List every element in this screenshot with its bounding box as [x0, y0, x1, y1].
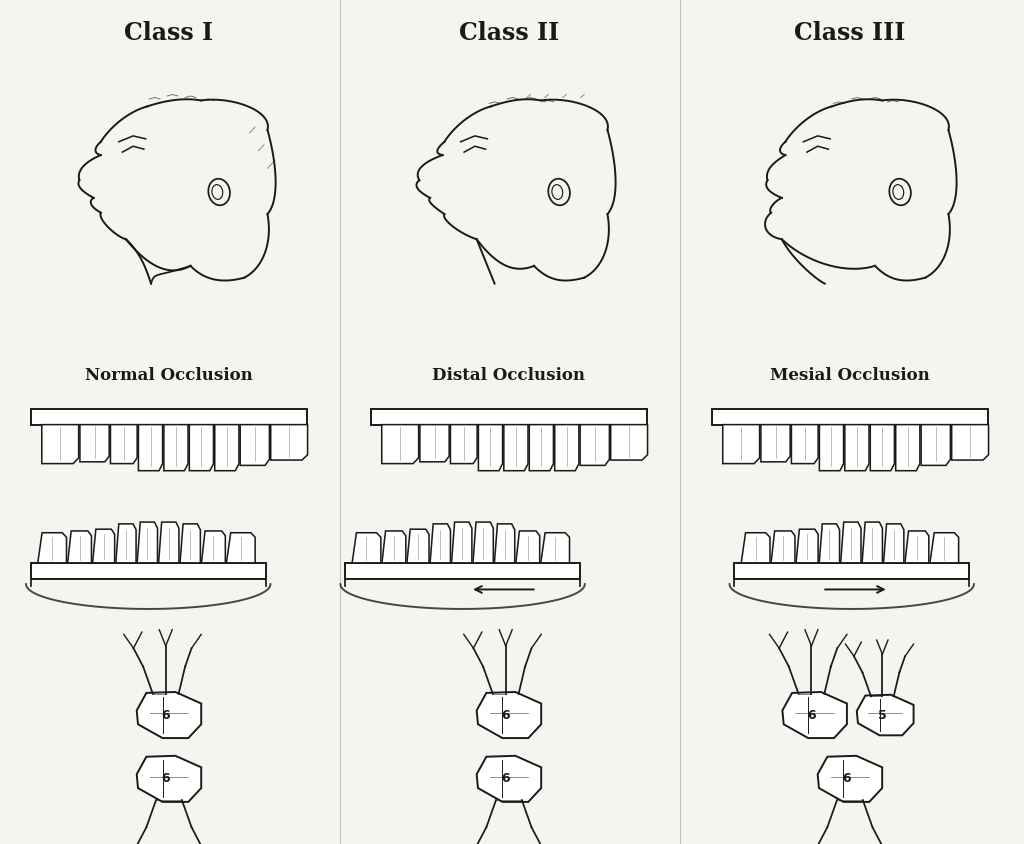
- Polygon shape: [771, 531, 795, 563]
- Polygon shape: [270, 425, 307, 460]
- Polygon shape: [555, 425, 579, 471]
- Polygon shape: [111, 425, 137, 463]
- Polygon shape: [581, 425, 609, 465]
- Polygon shape: [819, 425, 844, 471]
- Polygon shape: [741, 533, 770, 563]
- Polygon shape: [189, 425, 213, 471]
- Polygon shape: [845, 425, 869, 471]
- Polygon shape: [159, 522, 179, 563]
- Text: 6: 6: [843, 772, 851, 786]
- Text: Class I: Class I: [124, 21, 214, 45]
- Polygon shape: [116, 524, 136, 563]
- Polygon shape: [68, 531, 91, 563]
- Polygon shape: [930, 533, 958, 563]
- Polygon shape: [817, 756, 882, 802]
- Polygon shape: [792, 425, 818, 463]
- Text: 6: 6: [807, 708, 816, 722]
- Polygon shape: [896, 425, 920, 471]
- Text: 6: 6: [162, 708, 170, 722]
- Polygon shape: [478, 425, 503, 471]
- Polygon shape: [38, 533, 67, 563]
- Polygon shape: [180, 524, 201, 563]
- Polygon shape: [857, 695, 913, 735]
- Polygon shape: [862, 522, 883, 563]
- Polygon shape: [723, 425, 760, 463]
- Polygon shape: [42, 425, 79, 463]
- Polygon shape: [761, 425, 791, 462]
- Text: 6: 6: [502, 772, 510, 786]
- Bar: [712, 408, 988, 425]
- Bar: [371, 408, 647, 425]
- Polygon shape: [80, 425, 110, 462]
- Polygon shape: [610, 425, 647, 460]
- Polygon shape: [382, 425, 419, 463]
- Polygon shape: [138, 425, 163, 471]
- Polygon shape: [477, 756, 541, 802]
- Polygon shape: [352, 533, 381, 563]
- Polygon shape: [841, 522, 861, 563]
- Polygon shape: [137, 522, 158, 563]
- Polygon shape: [226, 533, 255, 563]
- Polygon shape: [382, 531, 406, 563]
- Polygon shape: [504, 425, 528, 471]
- Text: Distal Occlusion: Distal Occlusion: [432, 367, 586, 384]
- Polygon shape: [92, 529, 115, 563]
- Polygon shape: [951, 425, 988, 460]
- Polygon shape: [782, 692, 847, 738]
- Polygon shape: [495, 524, 515, 563]
- Text: 6: 6: [162, 772, 170, 786]
- Text: Class III: Class III: [795, 21, 905, 45]
- Polygon shape: [164, 425, 188, 471]
- Polygon shape: [905, 531, 929, 563]
- Polygon shape: [870, 425, 894, 471]
- Polygon shape: [137, 692, 201, 738]
- Bar: [734, 563, 969, 579]
- Polygon shape: [477, 692, 541, 738]
- Bar: [31, 408, 307, 425]
- Text: Class II: Class II: [459, 21, 559, 45]
- Polygon shape: [529, 425, 553, 471]
- Polygon shape: [884, 524, 904, 563]
- Bar: [345, 563, 580, 579]
- Text: Normal Occlusion: Normal Occlusion: [85, 367, 253, 384]
- Polygon shape: [541, 533, 569, 563]
- Polygon shape: [202, 531, 225, 563]
- Polygon shape: [516, 531, 540, 563]
- Polygon shape: [451, 425, 477, 463]
- Polygon shape: [796, 529, 818, 563]
- Text: 6: 6: [502, 708, 510, 722]
- Polygon shape: [420, 425, 450, 462]
- Polygon shape: [452, 522, 472, 563]
- Text: Mesial Occlusion: Mesial Occlusion: [770, 367, 930, 384]
- Polygon shape: [430, 524, 451, 563]
- Polygon shape: [215, 425, 239, 471]
- Polygon shape: [473, 522, 494, 563]
- Polygon shape: [819, 524, 840, 563]
- Polygon shape: [241, 425, 269, 465]
- Polygon shape: [407, 529, 429, 563]
- Bar: [31, 563, 266, 579]
- Polygon shape: [137, 756, 201, 802]
- Polygon shape: [922, 425, 950, 465]
- Text: 5: 5: [878, 708, 887, 722]
